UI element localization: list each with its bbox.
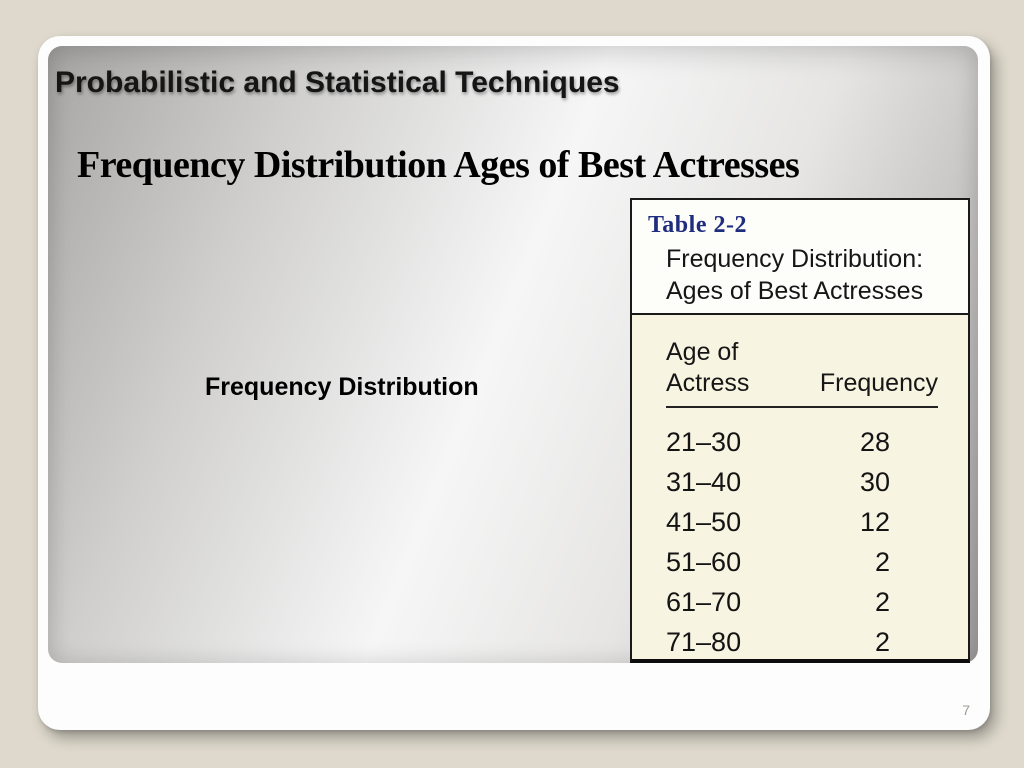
column-header-frequency: Frequency [819,369,938,397]
page-number: 7 [962,702,970,718]
slide: Probabilistic and Statistical Techniques… [38,36,990,730]
table-caption: Frequency Distribution: Ages of Best Act… [666,243,960,307]
age-range-cell: 41–50 [666,506,742,537]
frequency-cell: 2 [874,586,890,617]
frequency-cell: 28 [859,426,890,457]
table-row: 51–60 2 [666,542,938,582]
frequency-cell: 2 [874,626,890,657]
age-range-cell: 31–40 [666,466,742,497]
age-range-cell: 51–60 [666,546,742,577]
table-row: 21–30 28 [666,422,938,462]
table-row: 71–80 2 [666,622,938,659]
age-range-cell: 61–70 [666,586,742,617]
frequency-cell: 30 [859,466,890,497]
age-range-cell: 21–30 [666,426,742,457]
table-header-section: Table 2-2 Frequency Distribution: Ages o… [632,200,968,315]
table-column-headers: Age of Actress Frequency [666,337,938,399]
table-label: Table 2-2 [648,212,747,238]
table-caption-line2: Ages of Best Actresses [666,277,924,305]
slide-content-panel: Probabilistic and Statistical Techniques… [48,46,978,663]
table-caption-line1: Frequency Distribution: [666,245,924,273]
column-header-age-line2: Actress [666,369,750,397]
table-row: 61–70 2 [666,582,938,622]
table-row: 31–40 30 [666,462,938,502]
column-header-age: Age of Actress [666,337,749,399]
slide-header: Probabilistic and Statistical Techniques [55,66,620,99]
frequency-table: Table 2-2 Frequency Distribution: Ages o… [630,198,970,663]
body-label: Frequency Distribution [205,373,479,401]
column-header-age-line1: Age of [666,338,739,366]
table-row: 41–50 12 [666,502,938,542]
header-rule [666,406,938,408]
page-title: Frequency Distribution Ages of Best Actr… [77,144,800,186]
table-body-section: Age of Actress Frequency 21–30 28 31–40 30 4… [632,315,968,659]
frequency-cell: 2 [874,546,890,577]
table-rows: 21–30 28 31–40 30 41–50 12 51–60 2 61–70 2 71–80 2 [666,422,938,659]
age-range-cell: 71–80 [666,626,742,657]
frequency-cell: 12 [859,506,890,537]
